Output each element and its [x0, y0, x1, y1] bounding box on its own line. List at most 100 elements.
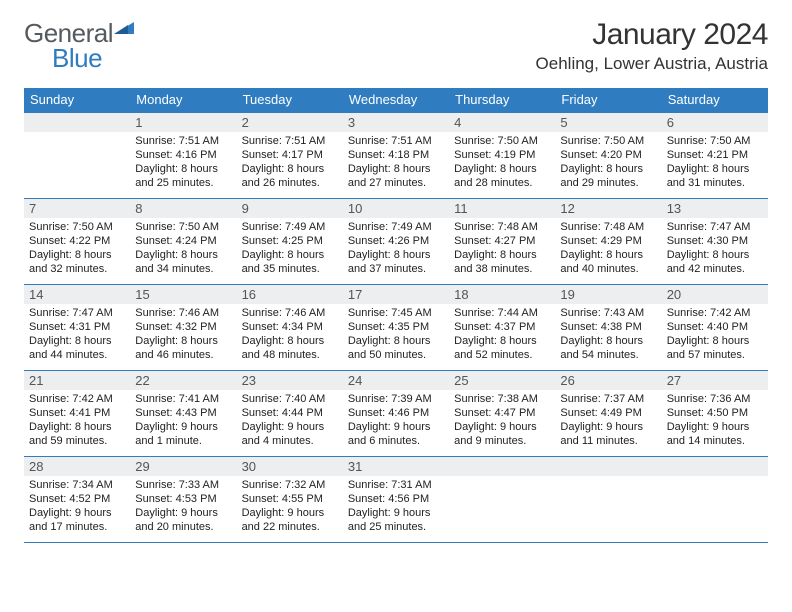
- sunset-line: Sunset: 4:52 PM: [29, 492, 125, 506]
- sunrise-line: Sunrise: 7:33 AM: [135, 478, 231, 492]
- sunset-line: Sunset: 4:16 PM: [135, 148, 231, 162]
- calendar-cell: 7Sunrise: 7:50 AMSunset: 4:22 PMDaylight…: [24, 198, 130, 284]
- sunset-line: Sunset: 4:49 PM: [560, 406, 656, 420]
- daylight-line-2: and 34 minutes.: [135, 262, 231, 276]
- daylight-line-2: and 35 minutes.: [242, 262, 338, 276]
- sunrise-line: Sunrise: 7:49 AM: [242, 220, 338, 234]
- daylight-line-1: Daylight: 8 hours: [560, 248, 656, 262]
- daylight-line-2: and 46 minutes.: [135, 348, 231, 362]
- day-details: Sunrise: 7:41 AMSunset: 4:43 PMDaylight:…: [130, 390, 236, 452]
- brand-word-2: Blue: [52, 43, 102, 73]
- sunset-line: Sunset: 4:53 PM: [135, 492, 231, 506]
- sunset-line: Sunset: 4:35 PM: [348, 320, 444, 334]
- day-number: 24: [343, 371, 449, 390]
- page: General Blue January 2024 Oehling, Lower…: [0, 0, 792, 561]
- sunrise-line: Sunrise: 7:38 AM: [454, 392, 550, 406]
- daylight-line-2: and 50 minutes.: [348, 348, 444, 362]
- calendar-cell: [555, 456, 661, 542]
- daylight-line-2: and 31 minutes.: [667, 176, 763, 190]
- day-number: 31: [343, 457, 449, 476]
- weekday-header: Sunday: [24, 88, 130, 112]
- calendar-cell: 2Sunrise: 7:51 AMSunset: 4:17 PMDaylight…: [237, 112, 343, 198]
- day-number: 21: [24, 371, 130, 390]
- day-details: Sunrise: 7:38 AMSunset: 4:47 PMDaylight:…: [449, 390, 555, 452]
- sunrise-line: Sunrise: 7:45 AM: [348, 306, 444, 320]
- sunset-line: Sunset: 4:46 PM: [348, 406, 444, 420]
- sunset-line: Sunset: 4:38 PM: [560, 320, 656, 334]
- sunrise-line: Sunrise: 7:46 AM: [242, 306, 338, 320]
- sunset-line: Sunset: 4:24 PM: [135, 234, 231, 248]
- day-details: Sunrise: 7:46 AMSunset: 4:32 PMDaylight:…: [130, 304, 236, 366]
- day-details: Sunrise: 7:50 AMSunset: 4:22 PMDaylight:…: [24, 218, 130, 280]
- sunrise-line: Sunrise: 7:51 AM: [242, 134, 338, 148]
- calendar-cell: 23Sunrise: 7:40 AMSunset: 4:44 PMDayligh…: [237, 370, 343, 456]
- daylight-line-1: Daylight: 8 hours: [242, 162, 338, 176]
- calendar-cell: 12Sunrise: 7:48 AMSunset: 4:29 PMDayligh…: [555, 198, 661, 284]
- day-number: 8: [130, 199, 236, 218]
- title-block: January 2024 Oehling, Lower Austria, Aus…: [536, 18, 768, 74]
- calendar-cell: 10Sunrise: 7:49 AMSunset: 4:26 PMDayligh…: [343, 198, 449, 284]
- sunrise-line: Sunrise: 7:43 AM: [560, 306, 656, 320]
- daylight-line-2: and 57 minutes.: [667, 348, 763, 362]
- day-number: 18: [449, 285, 555, 304]
- calendar-table: SundayMondayTuesdayWednesdayThursdayFrid…: [24, 88, 768, 543]
- calendar-cell: [449, 456, 555, 542]
- day-details: Sunrise: 7:39 AMSunset: 4:46 PMDaylight:…: [343, 390, 449, 452]
- brand-logo: General Blue: [24, 18, 134, 80]
- daylight-line-2: and 1 minute.: [135, 434, 231, 448]
- sunrise-line: Sunrise: 7:34 AM: [29, 478, 125, 492]
- sunrise-line: Sunrise: 7:50 AM: [29, 220, 125, 234]
- calendar-cell: [662, 456, 768, 542]
- day-number: 26: [555, 371, 661, 390]
- calendar-cell: 31Sunrise: 7:31 AMSunset: 4:56 PMDayligh…: [343, 456, 449, 542]
- sunset-line: Sunset: 4:17 PM: [242, 148, 338, 162]
- sunset-line: Sunset: 4:50 PM: [667, 406, 763, 420]
- daylight-line-2: and 14 minutes.: [667, 434, 763, 448]
- daylight-line-1: Daylight: 9 hours: [242, 420, 338, 434]
- daylight-line-1: Daylight: 8 hours: [348, 334, 444, 348]
- calendar-cell: [24, 112, 130, 198]
- calendar-cell: 4Sunrise: 7:50 AMSunset: 4:19 PMDaylight…: [449, 112, 555, 198]
- day-number: 29: [130, 457, 236, 476]
- sunrise-line: Sunrise: 7:50 AM: [454, 134, 550, 148]
- daylight-line-1: Daylight: 8 hours: [135, 248, 231, 262]
- sunset-line: Sunset: 4:44 PM: [242, 406, 338, 420]
- day-details: Sunrise: 7:50 AMSunset: 4:24 PMDaylight:…: [130, 218, 236, 280]
- day-details: Sunrise: 7:49 AMSunset: 4:25 PMDaylight:…: [237, 218, 343, 280]
- day-number: 5: [555, 113, 661, 132]
- day-details: Sunrise: 7:42 AMSunset: 4:40 PMDaylight:…: [662, 304, 768, 366]
- day-number-empty: [449, 457, 555, 476]
- day-details: Sunrise: 7:47 AMSunset: 4:31 PMDaylight:…: [24, 304, 130, 366]
- sunset-line: Sunset: 4:47 PM: [454, 406, 550, 420]
- daylight-line-2: and 29 minutes.: [560, 176, 656, 190]
- day-number: 25: [449, 371, 555, 390]
- weekday-header: Saturday: [662, 88, 768, 112]
- sunrise-line: Sunrise: 7:49 AM: [348, 220, 444, 234]
- daylight-line-1: Daylight: 9 hours: [560, 420, 656, 434]
- sunset-line: Sunset: 4:43 PM: [135, 406, 231, 420]
- calendar-cell: 16Sunrise: 7:46 AMSunset: 4:34 PMDayligh…: [237, 284, 343, 370]
- day-details: Sunrise: 7:44 AMSunset: 4:37 PMDaylight:…: [449, 304, 555, 366]
- sunset-line: Sunset: 4:21 PM: [667, 148, 763, 162]
- daylight-line-1: Daylight: 8 hours: [29, 248, 125, 262]
- day-number: 10: [343, 199, 449, 218]
- sunset-line: Sunset: 4:32 PM: [135, 320, 231, 334]
- sunset-line: Sunset: 4:30 PM: [667, 234, 763, 248]
- day-number: 3: [343, 113, 449, 132]
- daylight-line-1: Daylight: 8 hours: [29, 334, 125, 348]
- sunset-line: Sunset: 4:27 PM: [454, 234, 550, 248]
- day-number: 30: [237, 457, 343, 476]
- sunrise-line: Sunrise: 7:50 AM: [667, 134, 763, 148]
- daylight-line-1: Daylight: 9 hours: [242, 506, 338, 520]
- daylight-line-2: and 9 minutes.: [454, 434, 550, 448]
- daylight-line-1: Daylight: 9 hours: [348, 420, 444, 434]
- day-details: Sunrise: 7:34 AMSunset: 4:52 PMDaylight:…: [24, 476, 130, 538]
- daylight-line-2: and 17 minutes.: [29, 520, 125, 534]
- calendar-cell: 15Sunrise: 7:46 AMSunset: 4:32 PMDayligh…: [130, 284, 236, 370]
- day-number: 1: [130, 113, 236, 132]
- calendar-week-row: 14Sunrise: 7:47 AMSunset: 4:31 PMDayligh…: [24, 284, 768, 370]
- weekday-header-row: SundayMondayTuesdayWednesdayThursdayFrid…: [24, 88, 768, 112]
- sunrise-line: Sunrise: 7:42 AM: [29, 392, 125, 406]
- day-number: 22: [130, 371, 236, 390]
- day-details: Sunrise: 7:50 AMSunset: 4:21 PMDaylight:…: [662, 132, 768, 194]
